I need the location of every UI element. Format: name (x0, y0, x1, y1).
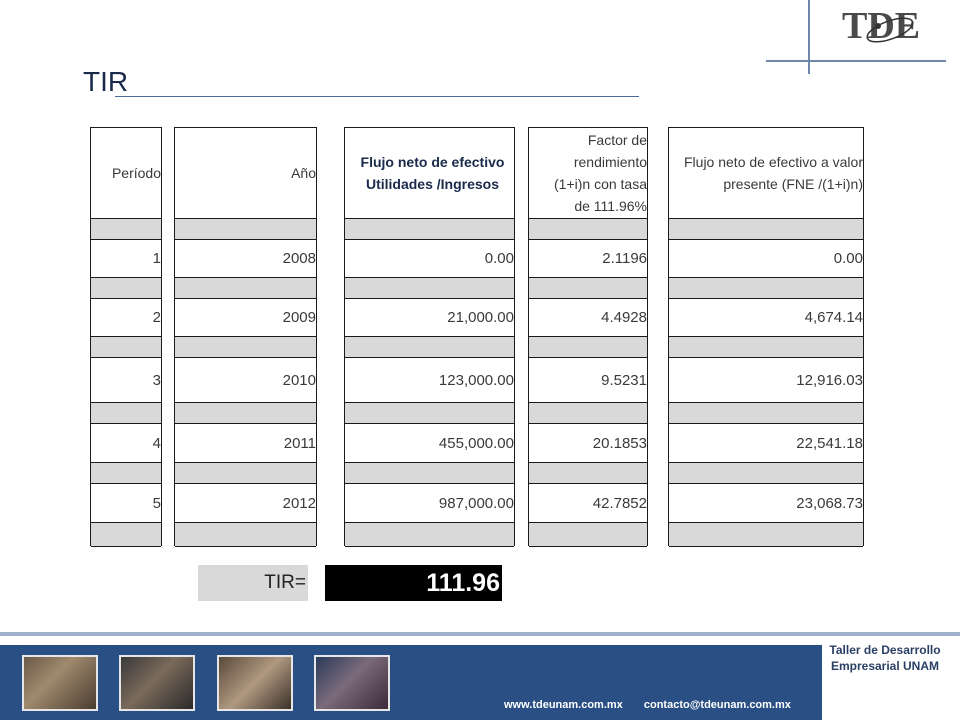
cell-ano: 2009 (282, 309, 316, 326)
logo-text: TDE (842, 5, 920, 47)
cell-periodo: 4 (152, 434, 161, 452)
cell-valor-presente: 22,541.18 (796, 434, 863, 452)
spacer-row (175, 522, 316, 547)
tde-logo: TDE (842, 5, 920, 47)
spacer-row (91, 462, 161, 484)
column-ano: Año 2008 2009 2010 2011 2012 (174, 127, 317, 547)
header-periodo: Período (111, 165, 161, 181)
cell-valor-presente: 23,068.73 (796, 494, 863, 512)
logo-divider-horizontal (766, 60, 946, 62)
spacer-row (345, 218, 514, 240)
spacer-row (669, 522, 863, 547)
spacer-row (175, 336, 316, 358)
email-link[interactable]: contacto@tdeunam.com.mx (643, 699, 791, 711)
spacer-row (529, 402, 647, 424)
header-ano: Año (291, 165, 316, 181)
website-link[interactable]: www.tdeunam.com.mx (504, 699, 623, 711)
footer-org-line1: Taller de Desarrollo (829, 643, 941, 657)
spacer-row (175, 277, 316, 299)
cell-valor-presente: 0.00 (833, 250, 863, 267)
spacer-row (529, 522, 647, 547)
cell-flujo-neto: 987,000.00 (438, 494, 514, 512)
spacer-row (175, 462, 316, 484)
footer-org: Taller de Desarrollo Empresarial UNAM (820, 642, 950, 674)
cell-ano: 2012 (282, 494, 316, 512)
column-valor-presente: Flujo neto de efectivo a valor presente … (668, 127, 864, 547)
cell-valor-presente: 4,674.14 (804, 309, 863, 326)
spacer-row (91, 218, 161, 240)
column-factor: Factor de rendimiento (1+i)n con tasa de… (528, 127, 648, 547)
spacer-row (669, 402, 863, 424)
cell-factor: 9.5231 (601, 371, 647, 389)
cell-ano: 2010 (282, 371, 316, 389)
header-valor-presente: Flujo neto de efectivo a valor presente … (684, 154, 863, 192)
tir-label: TIR= (198, 565, 308, 601)
footer-divider (0, 632, 960, 636)
spacer-row (345, 522, 514, 547)
spacer-row (669, 218, 863, 240)
spacer-row (175, 402, 316, 424)
cell-periodo: 5 (152, 494, 161, 512)
cell-flujo-neto: 0.00 (484, 250, 514, 267)
spacer-row (91, 277, 161, 299)
column-periodo: Período 1 2 3 4 5 (90, 127, 162, 547)
tir-value: 111.96 (325, 565, 502, 601)
spacer-row (91, 336, 161, 358)
spacer-row (91, 402, 161, 424)
cell-factor: 4.4928 (601, 309, 647, 326)
spacer-row (669, 462, 863, 484)
cell-ano: 2008 (282, 250, 316, 267)
cell-factor: 2.1196 (602, 250, 647, 267)
cell-valor-presente: 12,916.03 (796, 371, 863, 389)
header-flujo-neto: Flujo neto de efectivo Utilidades /Ingre… (360, 154, 505, 192)
cell-flujo-neto: 123,000.00 (438, 371, 514, 389)
column-flujo-neto: Flujo neto de efectivo Utilidades /Ingre… (344, 127, 515, 547)
footer-org-line2: Empresarial UNAM (830, 659, 940, 673)
page-title: TIR (83, 66, 129, 97)
footer-photo-2 (119, 655, 195, 711)
cell-periodo: 1 (152, 250, 161, 267)
spacer-row (175, 218, 316, 240)
spacer-row (91, 522, 161, 547)
footer-photo-4 (314, 655, 390, 711)
title-underline (115, 96, 639, 97)
spacer-row (345, 336, 514, 358)
cell-periodo: 3 (152, 371, 161, 389)
spacer-row (345, 462, 514, 484)
footer-links: www.tdeunam.com.mx contacto@tdeunam.com.… (504, 699, 809, 711)
spacer-row (529, 218, 647, 240)
logo-divider-vertical (808, 0, 810, 74)
spacer-row (669, 277, 863, 299)
spacer-row (529, 277, 647, 299)
footer-photo-1 (22, 655, 98, 711)
footer-photo-3 (217, 655, 293, 711)
cell-flujo-neto: 455,000.00 (438, 434, 514, 452)
header-factor: Factor de rendimiento (1+i)n con tasa de… (554, 132, 647, 214)
cell-periodo: 2 (152, 309, 161, 326)
spacer-row (529, 336, 647, 358)
cell-flujo-neto: 21,000.00 (447, 309, 514, 326)
cell-factor: 42.7852 (592, 494, 647, 512)
spacer-row (529, 462, 647, 484)
spacer-row (669, 336, 863, 358)
spacer-row (345, 277, 514, 299)
cell-ano: 2011 (283, 434, 316, 452)
spacer-row (345, 402, 514, 424)
cell-factor: 20.1853 (592, 434, 647, 452)
